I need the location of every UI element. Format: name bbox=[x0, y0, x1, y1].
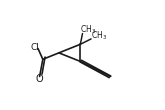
Text: CH$_3$: CH$_3$ bbox=[80, 23, 96, 36]
Text: CH$_3$: CH$_3$ bbox=[91, 29, 107, 42]
Text: O: O bbox=[35, 74, 43, 84]
Text: Cl: Cl bbox=[31, 43, 40, 52]
